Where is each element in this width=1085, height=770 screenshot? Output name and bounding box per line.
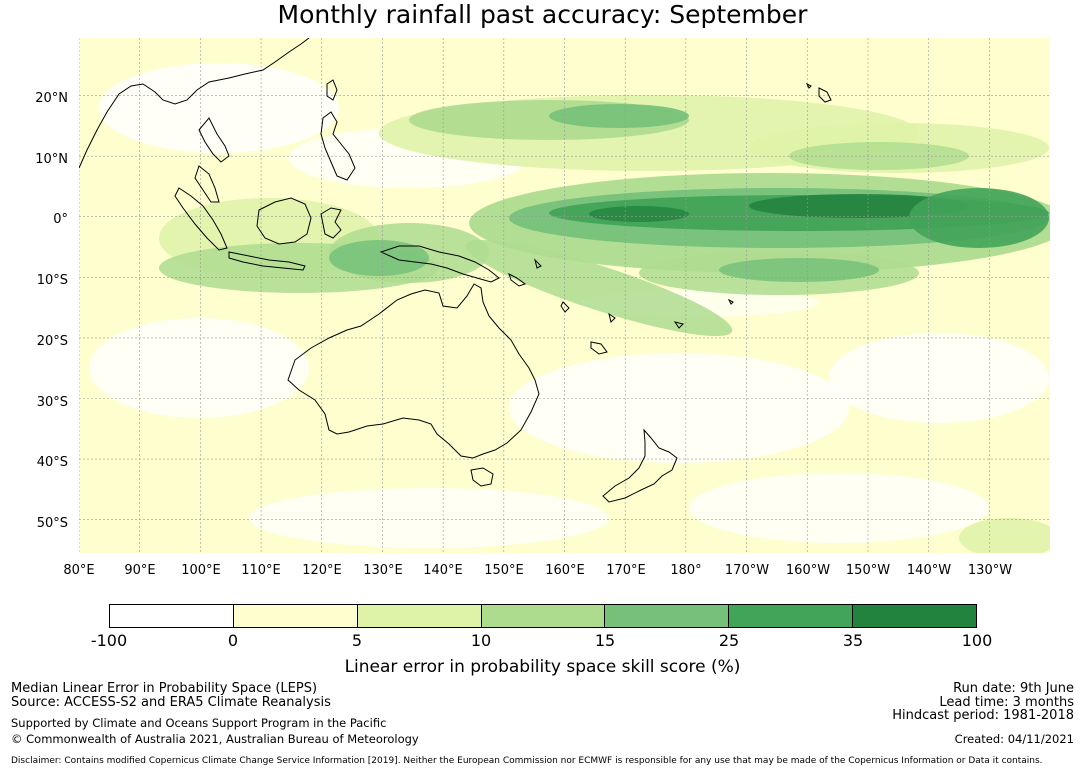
y-tick-label: 0° (53, 212, 68, 227)
colorbar-swatch (852, 605, 977, 627)
colorbar-level-label: 35 (842, 631, 864, 650)
y-tick-label: 20°S (36, 334, 68, 349)
y-tick-label: 10°S (36, 273, 68, 288)
colorbar-title: Linear error in probability space skill … (344, 657, 741, 677)
footer-hindcast-period: Hindcast period: 1981-2018 (892, 708, 1074, 723)
footer-disclaimer: Disclaimer: Contains modified Copernicus… (11, 756, 1043, 766)
map-gridlines (79, 38, 1050, 553)
skill-field (89, 63, 1050, 553)
x-tick-label: 90°E (124, 563, 156, 578)
x-tick-label: 120°E (302, 563, 342, 578)
colorbar-level-label: 25 (718, 631, 740, 650)
colorbar-swatch (604, 605, 729, 627)
x-tick-label: 130°E (363, 563, 403, 578)
x-tick-label: 170°W (724, 563, 770, 578)
footer-support: Supported by Climate and Oceans Support … (11, 716, 387, 730)
x-tick-label: 80°E (63, 563, 95, 578)
colorbar-level-label: 0 (227, 631, 239, 650)
colorbar-swatch (480, 605, 605, 627)
x-tick-label: 180° (670, 563, 702, 578)
footer-created-date: Created: 04/11/2021 (954, 732, 1074, 746)
footer-lead-time: Lead time: 3 months (939, 695, 1074, 710)
colorbar-swatch (110, 605, 233, 627)
x-tick-label: 110°E (241, 563, 281, 578)
footer-run-date: Run date: 9th June (953, 681, 1074, 696)
x-tick-label: 100°E (181, 563, 221, 578)
footer-source: Source: ACCESS-S2 and ERA5 Climate Reana… (11, 695, 331, 710)
footer-method: Median Linear Error in Probability Space… (11, 681, 318, 696)
colorbar-swatch (232, 605, 357, 627)
skill-score-map (79, 38, 1050, 553)
colorbar-swatch (728, 605, 853, 627)
x-tick-label: 150°E (484, 563, 524, 578)
x-tick-label: 170°E (606, 563, 646, 578)
x-tick-label: 140°E (423, 563, 463, 578)
colorbar-level-label: 15 (594, 631, 616, 650)
y-tick-label: 20°N (35, 91, 68, 106)
y-tick-label: 40°S (36, 455, 68, 470)
y-tick-label: 50°S (36, 516, 68, 531)
y-tick-label: 10°N (35, 152, 68, 167)
colorbar-swatch (356, 605, 481, 627)
x-tick-label: 130°W (967, 563, 1013, 578)
footer-copyright: © Commonwealth of Australia 2021, Austra… (11, 732, 419, 746)
map-canvas (79, 38, 1050, 553)
coastlines (79, 38, 832, 503)
y-tick-label: 30°S (36, 395, 68, 410)
x-tick-label: 150°W (845, 563, 891, 578)
colorbar-level-label: 10 (470, 631, 492, 650)
colorbar-level-label: 5 (351, 631, 363, 650)
x-tick-label: 160°W (785, 563, 831, 578)
x-tick-label: 160°E (545, 563, 585, 578)
x-tick-label: 140°W (906, 563, 952, 578)
colorbar-level-label: 100 (961, 631, 993, 650)
map-title: Monthly rainfall past accuracy: Septembe… (277, 0, 808, 29)
colorbar-level-label: -100 (90, 631, 128, 650)
colorbar (109, 604, 977, 628)
